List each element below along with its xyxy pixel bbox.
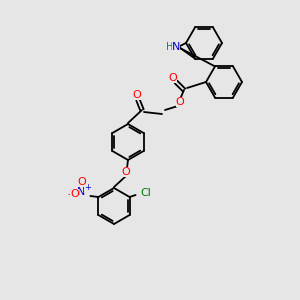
- Text: O: O: [176, 97, 184, 107]
- Text: Cl: Cl: [140, 188, 151, 198]
- Text: O: O: [77, 177, 86, 187]
- Text: O: O: [169, 73, 177, 83]
- Text: O: O: [70, 189, 79, 199]
- Text: O: O: [133, 90, 141, 100]
- Text: H: H: [166, 42, 174, 52]
- Text: +: +: [84, 184, 91, 193]
- Text: N: N: [172, 42, 180, 52]
- Text: N: N: [77, 187, 86, 197]
- Text: -: -: [68, 189, 71, 199]
- Text: O: O: [122, 167, 130, 177]
